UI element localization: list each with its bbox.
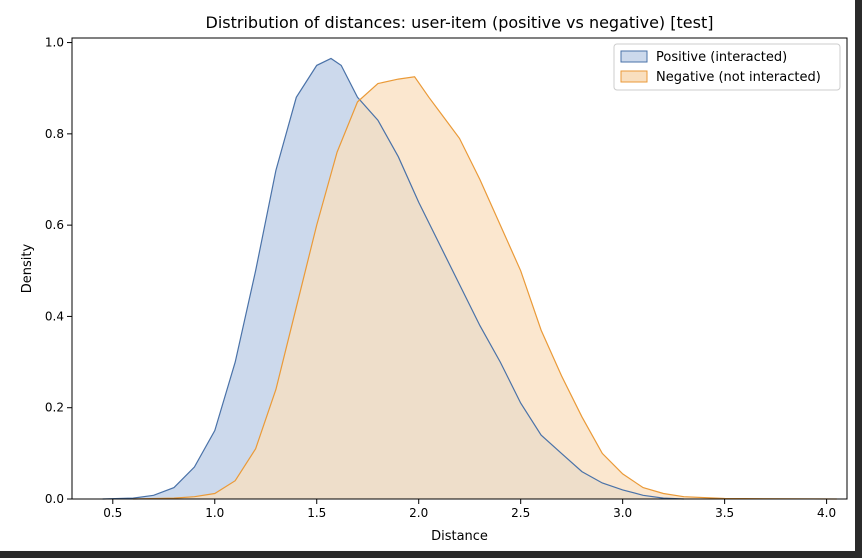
series-1-line [133, 76, 837, 500]
x-tick-label: 1.0 [205, 506, 224, 520]
legend-label-0: Positive (interacted) [656, 50, 787, 65]
distance-density-chart: Distribution of distances: user-item (po… [20, 13, 848, 544]
legend-label-1: Negative (not interacted) [656, 70, 821, 85]
series-0-line [102, 57, 684, 500]
chart-title: Distribution of distances: user-item (po… [206, 13, 714, 32]
x-tick-label: 0.5 [103, 506, 122, 520]
legend-box [613, 43, 841, 91]
x-tick-label: 4.0 [817, 506, 836, 520]
series-layer [102, 57, 837, 500]
series-1-area [133, 76, 837, 500]
y-tick-label: 0.8 [45, 127, 64, 141]
chart-figure: Distribution of distances: user-item (po… [0, 0, 855, 551]
x-tick-label: 3.0 [613, 506, 632, 520]
x-tick-label: 1.5 [307, 506, 326, 520]
y-axis: 0.0 0.2 0.4 0.6 0.8 1.0 [45, 36, 72, 506]
legend: Positive (interacted) Negative (not inter… [613, 43, 841, 91]
x-tick-label: 3.5 [715, 506, 734, 520]
x-tick-label: 2.0 [409, 506, 428, 520]
series-fills [102, 58, 837, 500]
y-tick-label: 0.2 [45, 401, 64, 415]
x-axis: 0.5 1.0 1.5 2.0 2.5 3.0 3.5 4.0 [103, 499, 836, 520]
legend-swatch-1 [620, 70, 648, 83]
x-tick-label: 2.5 [511, 506, 530, 520]
y-tick-label: 0.4 [45, 309, 64, 323]
y-tick-label: 1.0 [45, 36, 64, 50]
y-tick-label: 0.6 [45, 218, 64, 232]
legend-swatch-0 [620, 50, 648, 63]
y-tick-label: 0.0 [45, 492, 64, 506]
x-axis-label: Distance [431, 529, 488, 544]
series-lines [102, 57, 837, 500]
y-axis-label: Density [20, 243, 35, 293]
plot-frame [71, 37, 848, 500]
